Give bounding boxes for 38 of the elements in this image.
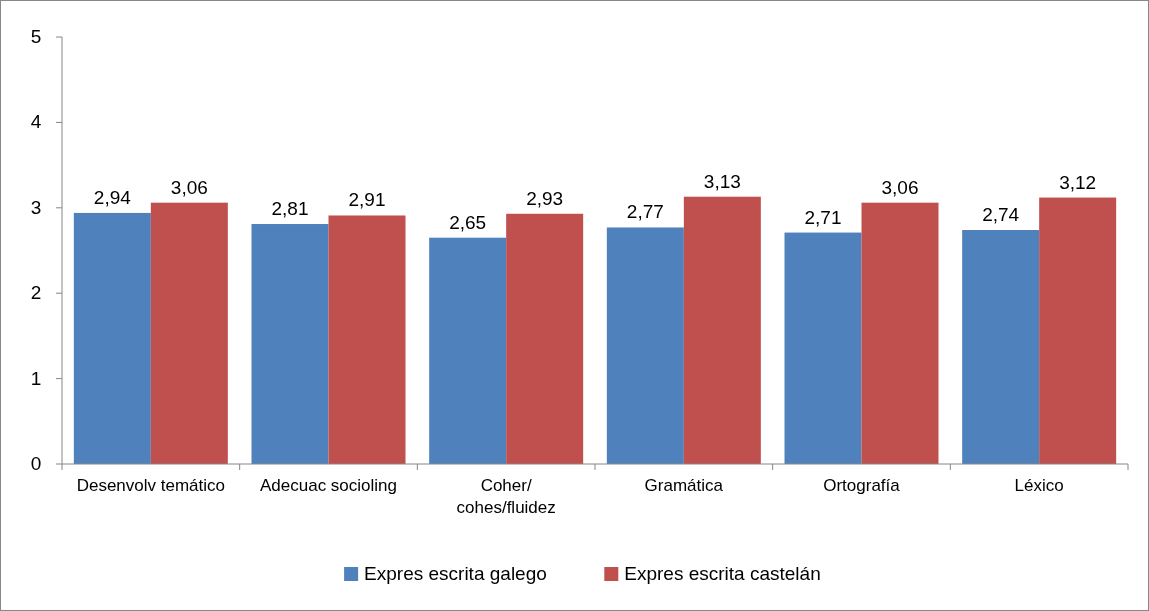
y-tick-label: 4 [30,111,42,133]
y-tick-label: 1 [30,367,42,389]
x-tick-label: Adecuac socioling [259,476,398,495]
data-label: 2,74 [982,204,1020,225]
bar [784,232,862,464]
data-label: 2,91 [348,189,386,211]
x-tick-label: Coher/ cohes/fluidez [456,476,556,517]
data-label: 2,94 [93,186,132,208]
bar [861,202,939,464]
legend-label: Expres escrita galego [364,563,547,584]
data-label: 3,12 [1059,171,1097,193]
y-tick-label: 5 [30,26,42,47]
data-label: 3,06 [170,176,208,198]
bar [150,202,228,464]
x-tick-label: Desenvolv temático [76,476,226,495]
data-label: 2,65 [449,211,487,233]
x-tick-label: Gramática [644,476,724,495]
bar [1039,197,1117,464]
data-label: 2,81 [271,198,309,220]
y-tick-label: 3 [30,196,42,218]
bar [429,237,507,464]
data-label: 2,77 [626,201,664,223]
x-tick-label: Ortografía [823,476,901,495]
bar [506,213,584,464]
data-label: 3,13 [703,170,741,192]
bar [962,230,1040,464]
y-tick-label: 0 [30,453,42,474]
bar [606,227,684,464]
data-label: 3,06 [881,176,919,198]
data-label: 2,71 [804,206,842,228]
bar [683,196,761,464]
bar [251,224,329,464]
y-tick-label: 2 [30,282,42,304]
bar [73,212,151,464]
legend-label: Expres escrita castelán [624,563,821,584]
data-label: 2,93 [526,187,564,209]
bar [328,215,406,464]
x-tick-label: Léxico [1014,476,1064,495]
